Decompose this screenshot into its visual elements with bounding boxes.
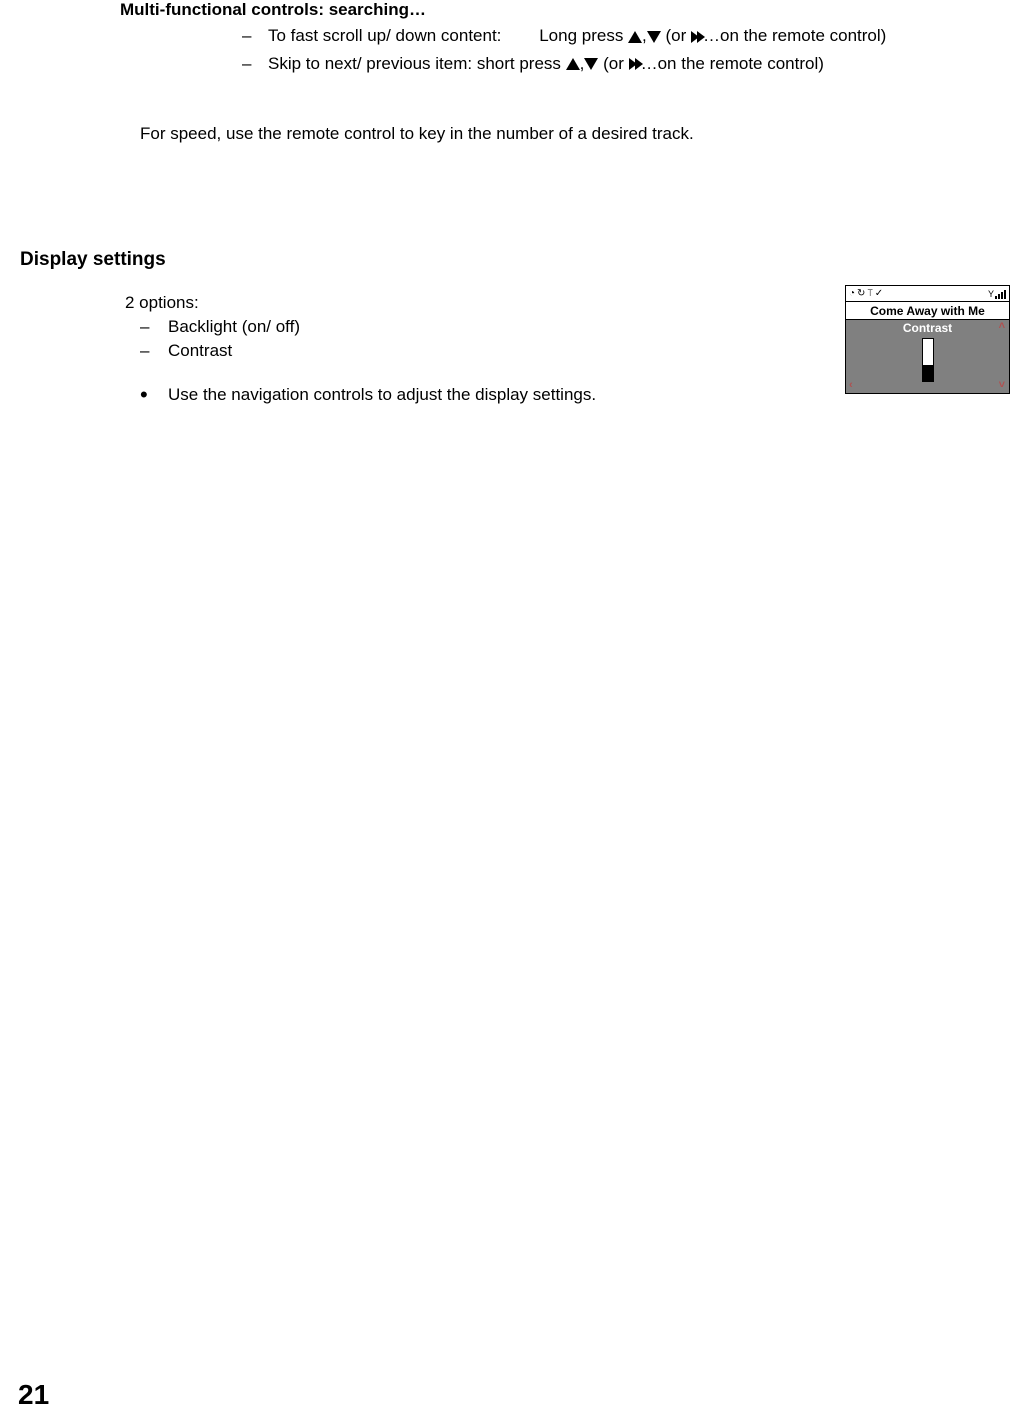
note-navigation: Use the navigation controls to adjust th… <box>168 385 596 405</box>
triangle-down-icon <box>584 58 598 70</box>
clock-icon: ◔ <box>849 288 855 299</box>
device-screenshot: ◔ ↻ ⟙ ✓ Y Come Away with Me Contrast ˄ ‹… <box>845 285 1010 394</box>
sync-icon: ✓ <box>875 288 883 299</box>
triangle-up-icon <box>628 31 642 43</box>
chevron-left-icon: ‹ <box>849 379 853 391</box>
page-number: 21 <box>18 1379 49 1411</box>
option-contrast: Contrast <box>168 341 232 361</box>
chevron-up-icon: ˄ <box>999 320 1005 332</box>
device-track-title: Come Away with Me <box>846 302 1009 320</box>
dash-marker: – <box>140 341 168 361</box>
device-status-bar: ◔ ↻ ⟙ ✓ Y <box>846 286 1009 302</box>
bullet-marker: • <box>140 385 168 405</box>
dash-marker: – <box>242 24 268 48</box>
section-heading-multifunctional: Multi-functional controls: searching… <box>120 0 1015 20</box>
device-contrast-label: Contrast <box>903 320 952 335</box>
device-body: Contrast ˄ ‹ ˅ <box>846 320 1009 393</box>
section-heading-display-settings: Display settings <box>20 249 1015 271</box>
dash-marker: – <box>140 317 168 337</box>
triangle-up-icon <box>566 58 580 70</box>
contrast-slider <box>922 338 934 382</box>
option-backlight: Backlight (on/ off) <box>168 317 300 337</box>
fast-forward-icon <box>629 58 641 70</box>
fast-forward-icon <box>691 31 703 43</box>
bullet-skip-item: Skip to next/ previous item: short press… <box>268 52 908 76</box>
triangle-down-icon <box>647 31 661 43</box>
dash-marker: – <box>242 52 268 76</box>
contrast-slider-fill <box>923 365 933 381</box>
signal-icon: Y <box>988 289 1006 299</box>
shuffle-icon: ↻ <box>857 288 865 299</box>
antenna-icon: ⟙ <box>867 288 872 299</box>
chevron-down-icon: ˅ <box>999 379 1005 391</box>
bullet-fast-scroll: To fast scroll up/ down content: Long pr… <box>268 24 908 48</box>
paragraph-speed-tip: For speed, use the remote control to key… <box>140 124 1015 144</box>
